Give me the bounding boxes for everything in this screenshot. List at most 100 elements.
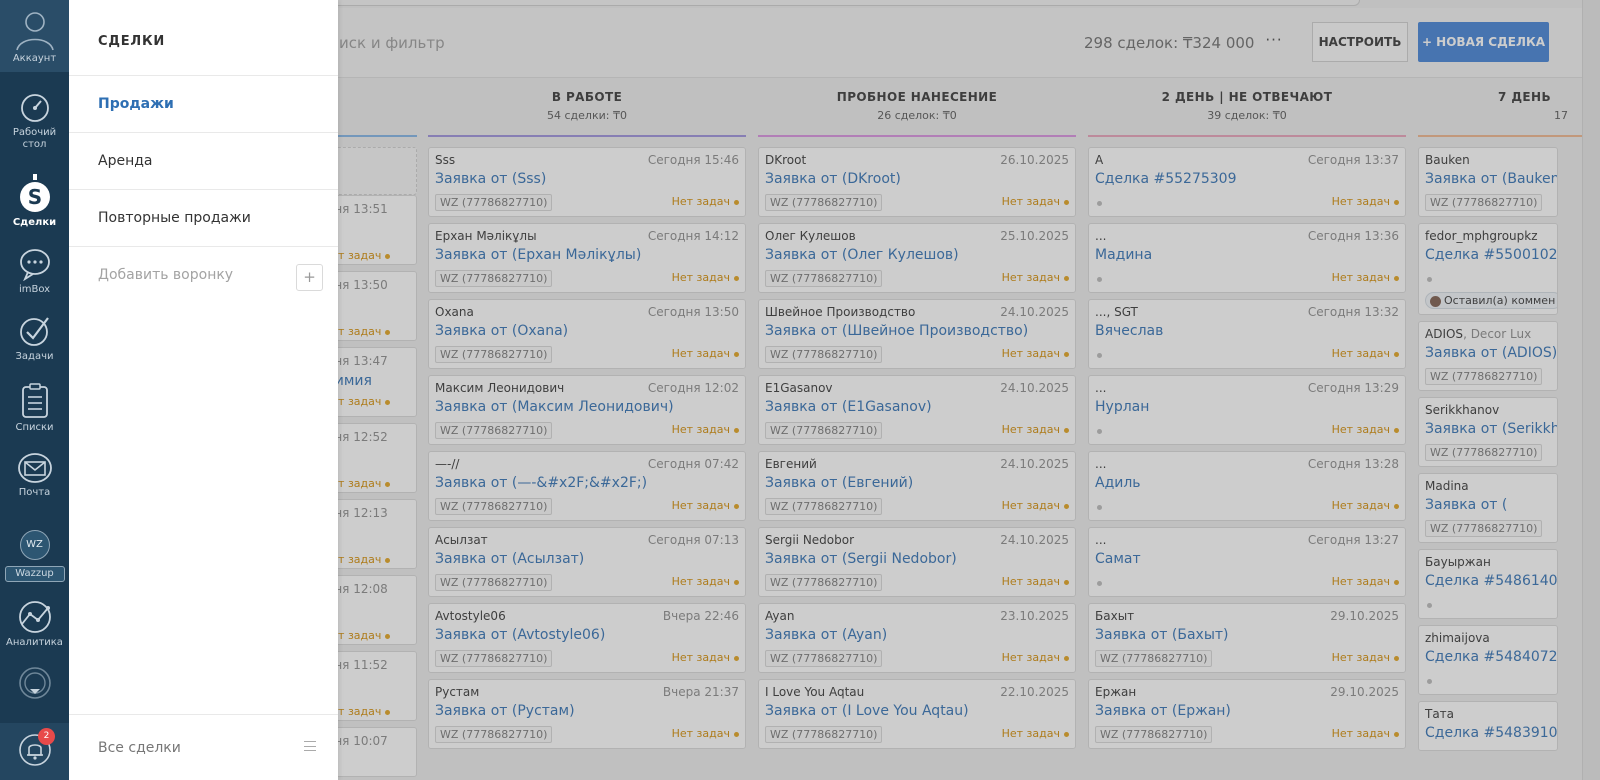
nav-deals[interactable]: S Сделки <box>0 174 69 229</box>
setup-button[interactable]: НАСТРОИТЬ <box>1312 22 1408 62</box>
deal-date: 25.10.2025 <box>1000 229 1069 243</box>
nav-notifications[interactable]: 2 <box>0 723 69 780</box>
deal-link[interactable]: Заявка от ( <box>1425 497 1508 513</box>
deal-card[interactable]: ... Сегодня 13:27 Самат Нет задач <box>1088 527 1406 597</box>
deal-link[interactable]: Сделка #54840725 <box>1425 649 1558 665</box>
deal-card[interactable]: ... Сегодня 13:36 Мадина Нет задач <box>1088 223 1406 293</box>
scrollbar[interactable] <box>1582 0 1600 780</box>
nav-mail-label: Почта <box>18 487 51 498</box>
nav-imbox[interactable]: imBox <box>0 247 69 296</box>
deal-link[interactable]: Заявка от (Sergii Nedobor) <box>765 551 957 567</box>
deal-link[interactable]: Заявка от (Бахыт) <box>1095 627 1229 643</box>
add-pipeline-plus-button[interactable]: + <box>296 264 323 291</box>
deal-contact-name: Асылзат <box>435 533 488 547</box>
deal-card[interactable]: Ержан 29.10.2025 Заявка от (Ержан) WZ (7778… <box>1088 679 1406 749</box>
pipeline-item-repeat-sales[interactable]: Повторные продажи <box>69 189 338 246</box>
nav-more[interactable] <box>0 665 69 704</box>
deal-link[interactable]: Нурлан <box>1095 399 1150 415</box>
deal-card[interactable]: Олег Кулешов 25.10.2025 Заявка от (Олег Ку… <box>758 223 1076 293</box>
deal-link[interactable]: Сделка #55275309 <box>1095 171 1237 187</box>
deal-card[interactable]: Sss Сегодня 15:46 Заявка от (Sss) WZ (77786… <box>428 147 746 217</box>
deal-card[interactable]: Serikkhanov Заявка от (Serikkha WZ (777868… <box>1418 397 1558 467</box>
deal-card[interactable]: Bauken Заявка от (Bauken) WZ (77786827710) <box>1418 147 1558 217</box>
nav-dashboard[interactable]: Рабочий стол <box>0 92 69 151</box>
deal-link[interactable]: Сделка #54839107 <box>1425 725 1558 741</box>
deal-card[interactable]: Бауыржан Сделка #54861409 <box>1418 549 1558 619</box>
column-title: 7 ДЕНЬ <box>1498 90 1552 104</box>
contact-name-text: Тата <box>1425 707 1455 721</box>
deal-link[interactable]: Сделка #54861409 <box>1425 573 1558 589</box>
new-deal-button[interactable]: + НОВАЯ СДЕЛКА <box>1418 22 1549 62</box>
no-tasks-label: Нет задач <box>1332 727 1399 740</box>
deal-card[interactable]: Евгений 24.10.2025 Заявка от (Евгений) WZ (… <box>758 451 1076 521</box>
deal-card[interactable]: ... Сегодня 13:29 Нурлан Нет задач <box>1088 375 1406 445</box>
deal-link[interactable]: Заявка от (Serikkha <box>1425 421 1558 437</box>
deal-link[interactable]: Заявка от (Олег Кулешов) <box>765 247 959 263</box>
deal-card[interactable]: Madina Заявка от (WZ (77786827710) <box>1418 473 1558 543</box>
deal-link[interactable]: Заявка от (Ержан) <box>1095 703 1231 719</box>
deal-link[interactable]: Заявка от (—-&#x2F;&#x2F;) <box>435 475 648 491</box>
deal-card[interactable]: ADIOS, Decor Lux Заявка от (ADIOS) WZ (777… <box>1418 321 1558 391</box>
deal-link[interactable]: Заявка от (Асылзат) <box>435 551 585 567</box>
deal-card[interactable]: DKroot 26.10.2025 Заявка от (DKroot) WZ (77… <box>758 147 1076 217</box>
more-options-button[interactable]: ··· <box>1265 31 1283 49</box>
deal-card[interactable]: zhimaijova Сделка #54840725 <box>1418 625 1558 695</box>
deal-contact-name: Ерхан Мәлікұлы <box>435 229 537 243</box>
deal-card[interactable]: fedor_mphgroupkz Сделка #55001023 Оставил(… <box>1418 223 1558 315</box>
deal-link[interactable]: Заявка от (E1Gasanov) <box>765 399 932 415</box>
deal-card[interactable]: Тата Сделка #54839107 <box>1418 701 1558 751</box>
deal-card[interactable]: ..., SGT Сегодня 13:32 Вячеслав Нет задач <box>1088 299 1406 369</box>
nav-wazzup[interactable]: WZ Wazzup <box>0 530 69 582</box>
deal-link[interactable]: Заявка от (Максим Леонидович) <box>435 399 674 415</box>
deal-link[interactable]: Вячеслав <box>1095 323 1164 339</box>
deal-link[interactable]: Заявка от (Ерхан Мәлікұлы) <box>435 247 642 263</box>
expand-more-icon <box>18 667 51 699</box>
deal-card[interactable]: A Сегодня 13:37 Сделка #55275309 Нет задач <box>1088 147 1406 217</box>
deal-card[interactable]: —-// Сегодня 07:42 Заявка от (—-&#x2F;&#x2… <box>428 451 746 521</box>
nav-tasks[interactable]: Задачи <box>0 314 69 363</box>
add-pipeline-item[interactable]: Добавить воронку + <box>69 246 338 303</box>
deal-contact-name: Ayan <box>765 609 794 623</box>
nav-mail[interactable]: Почта <box>0 452 69 499</box>
pipeline-item-sales[interactable]: Продажи <box>69 75 338 132</box>
deal-link[interactable]: Мадина <box>1095 247 1153 263</box>
pipeline-item-rent[interactable]: Аренда <box>69 132 338 189</box>
deal-link[interactable]: Заявка от (I Love You Aqtau) <box>765 703 969 719</box>
deal-card[interactable]: I Love You Aqtau 22.10.2025 Заявка от (I L… <box>758 679 1076 749</box>
deal-card[interactable]: Sergii Nedobor 24.10.2025 Заявка от (Sergi… <box>758 527 1076 597</box>
deal-card[interactable]: Ерхан Мәлікұлы Сегодня 14:12 Заявка от (Ер… <box>428 223 746 293</box>
deal-link[interactable]: Заявка от (Avtostyle06) <box>435 627 606 643</box>
deal-card[interactable]: Бахыт 29.10.2025 Заявка от (Бахыт) WZ (7778… <box>1088 603 1406 673</box>
deal-card[interactable]: Швейное Производство 24.10.2025 Заявка от … <box>758 299 1076 369</box>
search-input[interactable]: иск и фильтр <box>339 34 445 52</box>
deal-card[interactable]: E1Gasanov 24.10.2025 Заявка от (E1Gasanov)… <box>758 375 1076 445</box>
deal-link[interactable]: Заявка от (Bauken) <box>1425 171 1558 187</box>
nav-account[interactable]: Аккаунт <box>0 0 69 72</box>
deal-card[interactable]: Oxana Сегодня 13:50 Заявка от (Oxana) WZ (7… <box>428 299 746 369</box>
deal-link[interactable]: Заявка от (ADIOS) <box>1425 345 1558 361</box>
source-tag: WZ (77786827710) <box>435 422 553 439</box>
deal-link[interactable]: Заявка от (Евгений) <box>765 475 914 491</box>
deal-link[interactable]: Заявка от (Ayan) <box>765 627 888 643</box>
all-deals-item[interactable]: Все сделки <box>69 714 338 780</box>
deal-card[interactable]: Avtostyle06 Вчера 22:46 Заявка от (Avtosty… <box>428 603 746 673</box>
deal-link[interactable]: Заявка от (Швейное Производство) <box>765 323 1029 339</box>
deal-contact-name: Avtostyle06 <box>435 609 506 623</box>
deal-link[interactable]: Заявка от (DKroot) <box>765 171 901 187</box>
deal-link[interactable]: Адиль <box>1095 475 1141 491</box>
deal-card[interactable]: Ayan 23.10.2025 Заявка от (Ayan) WZ (777868… <box>758 603 1076 673</box>
status-dot <box>1427 603 1432 608</box>
deal-link[interactable]: Заявка от (Oxana) <box>435 323 569 339</box>
deal-link[interactable]: Заявка от (Sss) <box>435 171 547 187</box>
deal-card[interactable]: ... Сегодня 13:28 Адиль Нет задач <box>1088 451 1406 521</box>
all-deals-label: Все сделки <box>98 740 181 756</box>
deal-card[interactable]: Рустам Вчера 21:37 Заявка от (Рустам) WZ (7… <box>428 679 746 749</box>
nav-lists[interactable]: Списки <box>0 383 69 434</box>
deal-card[interactable]: Максим Леонидович Сегодня 12:02 Заявка от … <box>428 375 746 445</box>
deal-link[interactable]: Самат <box>1095 551 1141 567</box>
deal-link[interactable]: Заявка от (Рустам) <box>435 703 575 719</box>
deal-card[interactable]: Асылзат Сегодня 07:13 Заявка от (Асылзат) W… <box>428 527 746 597</box>
deal-link[interactable]: Сделка #55001023 <box>1425 247 1558 263</box>
deal-contact-name: Швейное Производство <box>765 305 915 319</box>
nav-analytics[interactable]: Аналитика <box>0 600 69 649</box>
